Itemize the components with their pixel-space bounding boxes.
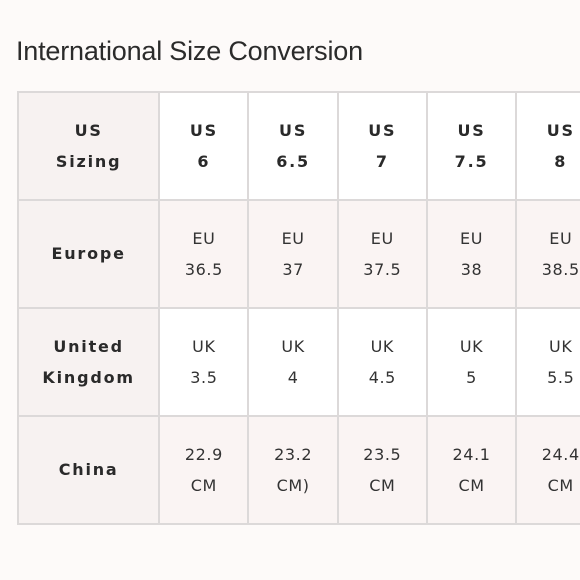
- header-cell-line1: US: [189, 120, 218, 140]
- cell-line1: EU: [192, 228, 216, 248]
- header-cell-us-7: US 7: [336, 91, 428, 201]
- header-cell-line2: 7: [375, 151, 389, 171]
- page-title: International Size Conversion: [16, 36, 363, 66]
- header-cell-line2: 7.5: [454, 151, 489, 171]
- table-cell: UK 4.5: [336, 307, 428, 417]
- cell-line1: EU: [370, 228, 394, 248]
- cell-line2: 4.5: [368, 367, 396, 387]
- size-conversion-table-wrapper: US Sizing US 6 US 6.5 US 7: [17, 91, 580, 532]
- cell-line2: 3.5: [190, 367, 218, 387]
- table-cell: 23.2 CM): [247, 415, 339, 525]
- row-label-europe: Europe: [51, 244, 126, 263]
- cell-line2: 4: [287, 367, 299, 387]
- header-cell-line2: 8: [554, 151, 568, 171]
- cell-line2: 38: [460, 259, 483, 279]
- row-label-cell: United Kingdom: [17, 307, 161, 417]
- table-row-united-kingdom: United Kingdom UK 3.5 UK 4 UK 4.5: [17, 307, 580, 417]
- row-label-line1: United: [53, 336, 124, 356]
- cell-line2: CM: [458, 475, 485, 495]
- row-label-china: China: [58, 460, 119, 479]
- header-cell-us-6-5: US 6.5: [247, 91, 339, 201]
- table-header-row: US Sizing US 6 US 6.5 US 7: [17, 91, 580, 201]
- table-cell: EU 38: [425, 199, 518, 309]
- row-label-cell: Europe: [17, 199, 161, 309]
- table-cell: EU 36.5: [158, 199, 250, 309]
- cell-line1: EU: [549, 228, 573, 248]
- header-cell-us-7-5: US 7.5: [425, 91, 518, 201]
- cell-line2: CM: [190, 475, 217, 495]
- cell-line2: CM: [547, 475, 574, 495]
- table-cell: UK 4: [247, 307, 339, 417]
- cell-line1: EU: [281, 228, 305, 248]
- table-cell: 22.9 CM: [158, 415, 250, 525]
- header-cell-line1: US: [279, 120, 308, 140]
- header-label-line2: Sizing: [55, 151, 122, 171]
- cell-line1: 24.4: [541, 444, 580, 464]
- cell-line2: 37.5: [363, 259, 402, 279]
- cell-line1: UK: [459, 336, 484, 356]
- table-cell: 24.4 CM: [515, 415, 580, 525]
- table-row-europe: Europe EU 36.5 EU 37 EU 37.5: [17, 199, 580, 309]
- header-cell-line1: US: [457, 120, 486, 140]
- cell-line2: 5: [466, 367, 477, 387]
- table-cell: EU 38.5: [515, 199, 580, 309]
- cell-line1: 24.1: [452, 444, 491, 464]
- table-cell: EU 37: [247, 199, 339, 309]
- header-cell-line2: 6.5: [276, 151, 310, 171]
- cell-line1: 23.5: [363, 444, 402, 464]
- cell-line1: UK: [281, 336, 305, 356]
- header-cell-line2: 6: [197, 151, 211, 171]
- table-cell: UK 5.5: [515, 307, 580, 417]
- cell-line2: 38.5: [541, 259, 580, 279]
- header-cell-us-6: US 6: [158, 91, 250, 201]
- header-cell-us-8: US 8: [515, 91, 580, 201]
- cell-line2: CM: [369, 475, 396, 495]
- cell-line1: 22.9: [184, 444, 223, 464]
- cell-line1: UK: [192, 336, 216, 356]
- table-cell: EU 37.5: [336, 199, 428, 309]
- header-cell-line1: US: [546, 120, 575, 140]
- header-label-line1: US: [74, 120, 103, 140]
- table-cell: UK 3.5: [158, 307, 250, 417]
- cell-line1: 23.2: [274, 444, 313, 464]
- cell-line2: 37: [282, 259, 304, 279]
- cell-line2: 36.5: [184, 259, 223, 279]
- cell-line2: 5.5: [547, 367, 575, 387]
- row-label-line2: Kingdom: [42, 367, 135, 387]
- header-cell-line1: US: [368, 120, 397, 140]
- row-label-cell: China: [17, 415, 161, 525]
- cell-line1: UK: [370, 336, 395, 356]
- cell-line1: UK: [549, 336, 573, 356]
- cell-line1: EU: [460, 228, 484, 248]
- cell-line2: CM): [276, 475, 310, 495]
- table-row-china: China 22.9 CM 23.2 CM) 23.5 CM: [17, 415, 580, 525]
- table-cell: 24.1 CM: [425, 415, 518, 525]
- table-cell: 23.5 CM: [336, 415, 428, 525]
- size-conversion-table: US Sizing US 6 US 6.5 US 7: [17, 91, 580, 525]
- header-label-cell: US Sizing: [17, 91, 161, 201]
- table-cell: UK 5: [425, 307, 518, 417]
